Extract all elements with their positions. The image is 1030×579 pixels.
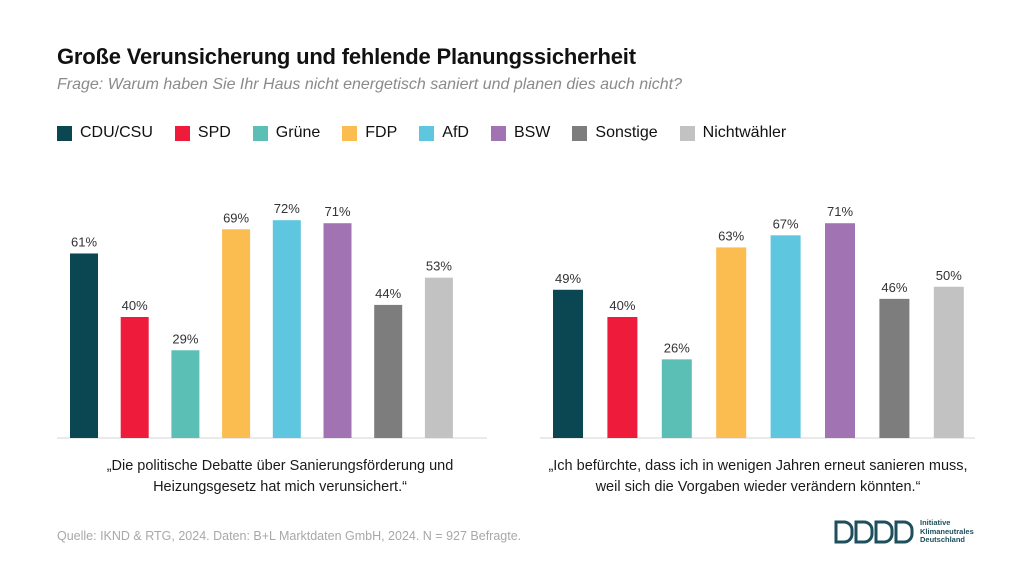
data-label: 49%	[555, 271, 581, 286]
data-label: 40%	[122, 298, 148, 313]
legend-item: Nichtwähler	[679, 124, 787, 142]
legend-swatch	[679, 125, 695, 141]
legend-swatch	[419, 125, 435, 141]
data-label: 67%	[773, 216, 799, 231]
bar-afd	[770, 235, 801, 438]
data-label: 26%	[664, 340, 690, 355]
data-label: 46%	[881, 280, 907, 295]
bar-fdp	[716, 247, 747, 438]
logo: Initiative Klimaneutrales Deutschland	[834, 519, 974, 545]
legend-label: BSW	[513, 124, 551, 141]
source-note: Quelle: IKND & RTG, 2024. Daten: B+L Mar…	[57, 529, 522, 543]
logo-text-line1: Initiative	[920, 518, 951, 528]
legend-item: FDP	[342, 124, 397, 142]
data-label: 69%	[223, 210, 249, 225]
legend-item: Grüne	[252, 124, 321, 142]
legend-item: AfD	[419, 124, 469, 142]
legend-swatch	[57, 125, 72, 141]
legend-swatch	[490, 125, 506, 141]
legend-swatch	[252, 125, 268, 141]
data-label: 71%	[324, 204, 350, 219]
bar-bsw	[825, 223, 855, 438]
bar-grüne	[661, 359, 692, 438]
data-label: 63%	[718, 228, 744, 243]
legend-swatch	[342, 125, 358, 141]
data-label: 53%	[426, 259, 452, 274]
data-label: 72%	[274, 201, 300, 216]
logo-text-line3: Deutschland	[920, 535, 966, 545]
legend-item: CDU/CSU	[57, 124, 153, 142]
legend-swatch	[174, 125, 190, 141]
page-title: Große Verunsicherung und fehlende Planun…	[57, 44, 636, 69]
legend-item: SPD	[174, 124, 231, 142]
data-label: 44%	[375, 286, 401, 301]
legend-item: BSW	[490, 124, 551, 142]
page-subtitle: Frage: Warum haben Sie Ihr Haus nicht en…	[57, 76, 682, 93]
bar-afd	[272, 220, 301, 438]
data-label: 61%	[71, 234, 97, 249]
legend-label: FDP	[365, 124, 398, 141]
bar-cducsu	[553, 289, 583, 438]
bar-fdp	[222, 229, 251, 438]
bar-cducsu	[70, 253, 98, 438]
bar-nichtwähler	[424, 277, 453, 438]
bar-sonstige	[879, 298, 910, 438]
legend-label: AfD	[442, 124, 469, 141]
legend-label: CDU/CSU	[80, 124, 153, 141]
legend-label: Grüne	[275, 124, 321, 141]
logo-mark-icon	[834, 520, 914, 544]
bar-bsw	[323, 223, 352, 438]
chart-caption-right: „Ich befürchte, dass ich in wenigen Jahr…	[548, 458, 968, 495]
data-label: 29%	[172, 331, 198, 346]
legend-label: SPD	[197, 124, 231, 141]
bar-spd	[120, 317, 149, 438]
data-label: 50%	[936, 268, 962, 283]
legend-item: Sonstige	[572, 124, 658, 142]
chart-caption-left: „Die politische Debatte über Sanierungsf…	[106, 458, 454, 495]
data-label: 71%	[827, 204, 853, 219]
bar-grüne	[171, 350, 200, 438]
bar-nichtwähler	[933, 286, 964, 438]
legend-label: Sonstige	[595, 124, 658, 141]
legend-swatch	[572, 125, 588, 141]
bar-spd	[607, 317, 638, 438]
legend-label: Nichtwähler	[702, 124, 787, 141]
chart-legend: CDU/CSU SPD Grüne FDP AfD BSW Sonstige Nichtwäh…	[57, 124, 808, 142]
logo-text-line2: Klimaneutrales	[920, 526, 974, 536]
data-label: 40%	[609, 298, 635, 313]
bar-sonstige	[374, 304, 403, 438]
